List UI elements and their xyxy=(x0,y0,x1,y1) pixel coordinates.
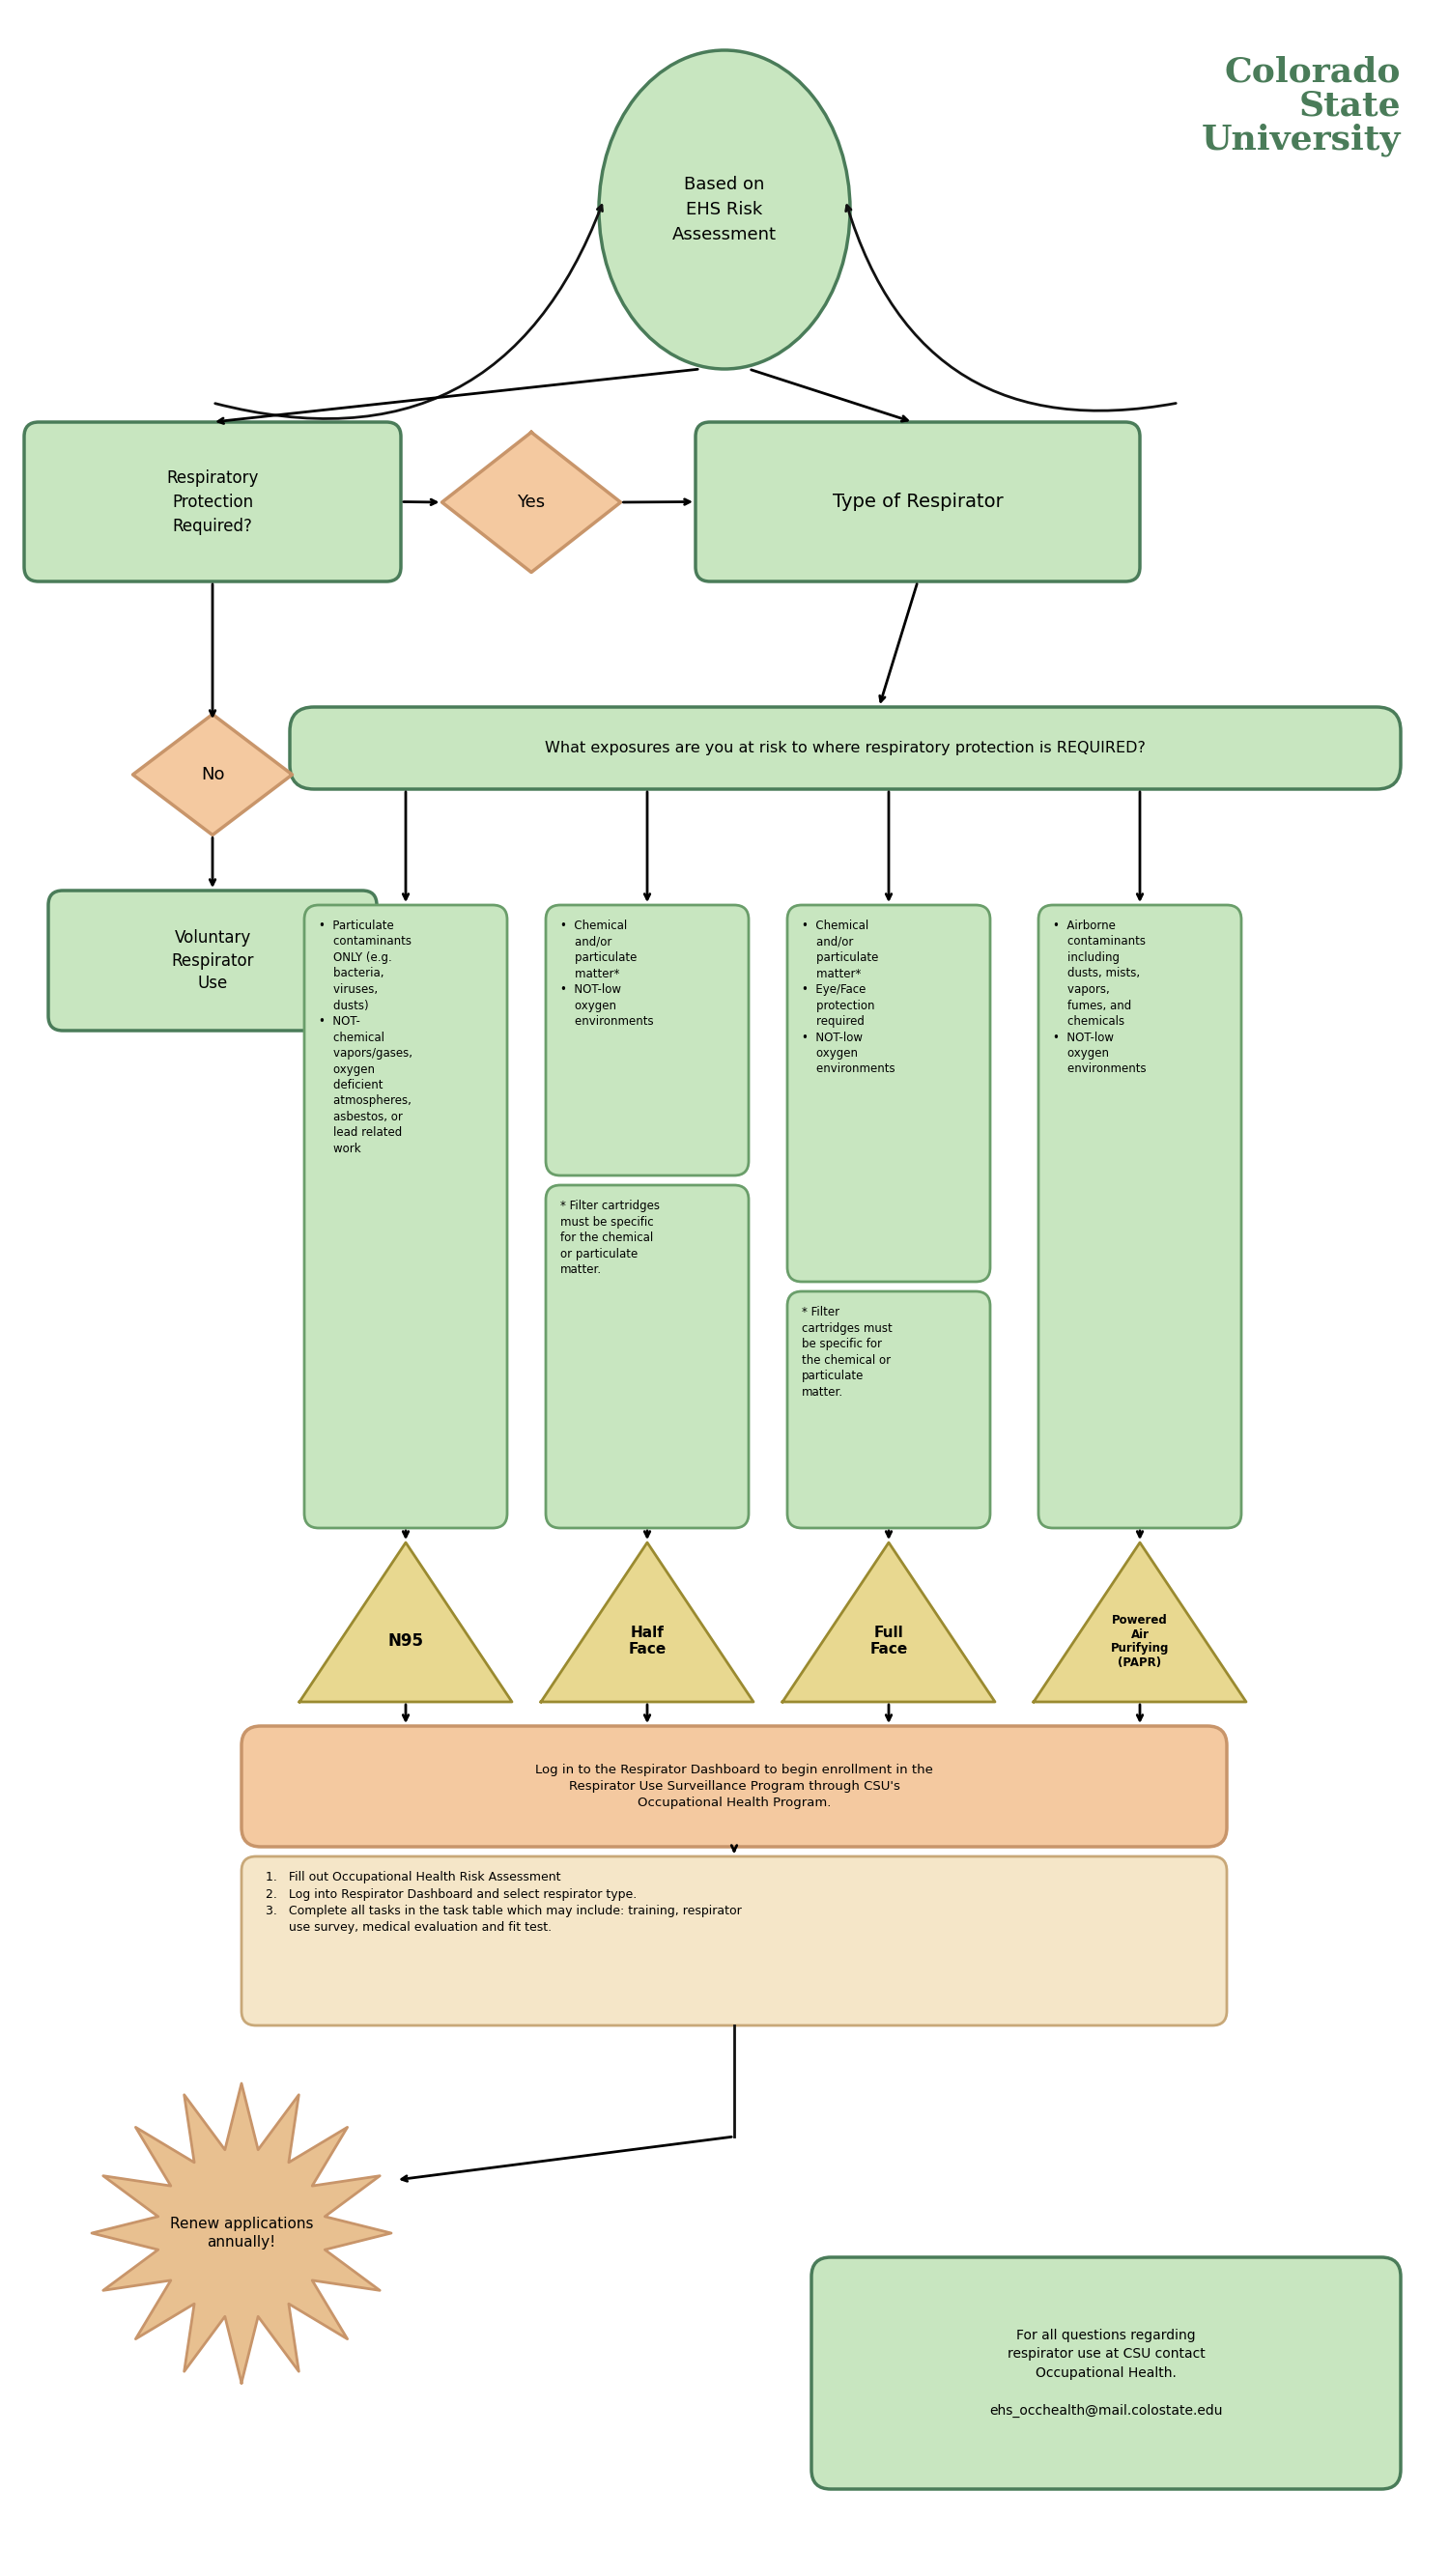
Text: Renew applications
annually!: Renew applications annually! xyxy=(170,2215,313,2249)
Text: •  Chemical
    and/or
    particulate
    matter*
•  Eye/Face
    protection
  : • Chemical and/or particulate matter* • … xyxy=(801,920,895,1077)
FancyBboxPatch shape xyxy=(25,422,401,582)
FancyBboxPatch shape xyxy=(48,891,377,1030)
FancyBboxPatch shape xyxy=(242,1726,1227,1847)
Text: •  Chemical
    and/or
    particulate
    matter*
•  NOT-low
    oxygen
    env: • Chemical and/or particulate matter* • … xyxy=(561,920,653,1028)
Polygon shape xyxy=(540,1543,753,1703)
Text: Powered
Air
Purifying
(PAPR): Powered Air Purifying (PAPR) xyxy=(1111,1615,1169,1669)
Text: Based on
EHS Risk
Assessment: Based on EHS Risk Assessment xyxy=(672,175,777,245)
Ellipse shape xyxy=(598,49,851,368)
FancyBboxPatch shape xyxy=(787,904,990,1283)
Polygon shape xyxy=(300,1543,511,1703)
FancyBboxPatch shape xyxy=(546,904,749,1175)
Text: •  Particulate
    contaminants
    ONLY (e.g.
    bacteria,
    viruses,
    du: • Particulate contaminants ONLY (e.g. ba… xyxy=(319,920,413,1154)
FancyBboxPatch shape xyxy=(811,2257,1401,2488)
Polygon shape xyxy=(1033,1543,1246,1703)
FancyBboxPatch shape xyxy=(290,706,1401,788)
Text: Voluntary
Respirator
Use: Voluntary Respirator Use xyxy=(171,930,254,992)
Text: Half
Face: Half Face xyxy=(629,1625,667,1656)
Text: Colorado
State
University: Colorado State University xyxy=(1201,54,1401,157)
Text: Respiratory
Protection
Required?: Respiratory Protection Required? xyxy=(167,469,258,536)
FancyBboxPatch shape xyxy=(1039,904,1242,1528)
Polygon shape xyxy=(782,1543,995,1703)
Text: 1.   Fill out Occupational Health Risk Assessment
2.   Log into Respirator Dashb: 1. Fill out Occupational Health Risk Ass… xyxy=(265,1870,742,1935)
Text: Type of Respirator: Type of Respirator xyxy=(832,492,1003,510)
Text: No: No xyxy=(200,765,225,783)
Text: •  Airborne
    contaminants
    including
    dusts, mists,
    vapors,
    fum: • Airborne contaminants including dusts,… xyxy=(1053,920,1146,1077)
FancyBboxPatch shape xyxy=(696,422,1140,582)
Text: Full
Face: Full Face xyxy=(869,1625,907,1656)
Text: N95: N95 xyxy=(388,1633,423,1651)
FancyBboxPatch shape xyxy=(304,904,507,1528)
Polygon shape xyxy=(133,714,293,835)
Text: Log in to the Respirator Dashboard to begin enrollment in the
Respirator Use Sur: Log in to the Respirator Dashboard to be… xyxy=(535,1765,933,1808)
Text: For all questions regarding
respirator use at CSU contact
Occupational Health.

: For all questions regarding respirator u… xyxy=(990,2329,1223,2419)
Text: What exposures are you at risk to where respiratory protection is REQUIRED?: What exposures are you at risk to where … xyxy=(545,742,1146,755)
Text: Yes: Yes xyxy=(517,495,545,510)
FancyBboxPatch shape xyxy=(787,1291,990,1528)
Polygon shape xyxy=(91,2084,391,2383)
Text: * Filter
cartridges must
be specific for
the chemical or
particulate
matter.: * Filter cartridges must be specific for… xyxy=(801,1306,893,1399)
Polygon shape xyxy=(442,433,620,572)
FancyBboxPatch shape xyxy=(546,1185,749,1528)
Text: * Filter cartridges
must be specific
for the chemical
or particulate
matter.: * Filter cartridges must be specific for… xyxy=(561,1200,659,1275)
FancyBboxPatch shape xyxy=(242,1857,1227,2025)
